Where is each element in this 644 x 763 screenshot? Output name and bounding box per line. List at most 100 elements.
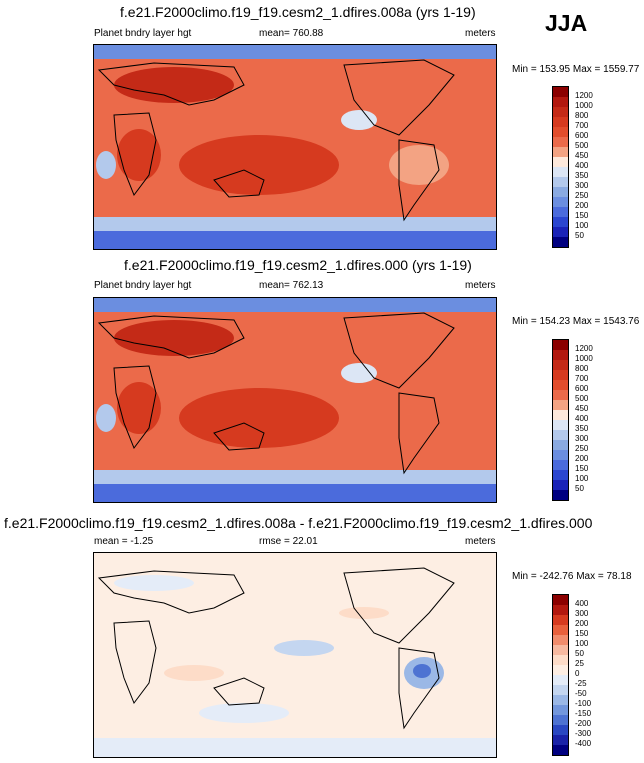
- panel2-minmax-label: Min = 154.23 Max = 1543.76: [512, 316, 640, 327]
- panel3-title: f.e21.F2000climo.f19_f19.cesm2_1.dfires.…: [4, 515, 593, 531]
- colorbar-tick-label: -300: [575, 729, 592, 738]
- panel2-map-svg: [94, 298, 496, 502]
- panel3-australia-coast: [213, 677, 265, 706]
- colorbar-tick-label: 100: [575, 474, 589, 483]
- colorbar-swatch: [553, 735, 568, 745]
- colorbar-tick-label: 350: [575, 171, 589, 180]
- panel1-amazon-low: [389, 145, 449, 185]
- colorbar-swatch: [553, 645, 568, 655]
- colorbar-tick-label: 250: [575, 191, 589, 200]
- colorbar-tick-label: 150: [575, 464, 589, 473]
- colorbar-tick-label: 200: [575, 201, 589, 210]
- panel3-minmax-label: Min = -242.76 Max = 78.18: [512, 571, 632, 582]
- panel1-eurasia-coast: [97, 62, 245, 106]
- panel1-minmax-label: Min = 153.95 Max = 1559.77: [512, 64, 640, 75]
- colorbar-swatch: [553, 340, 568, 350]
- colorbar-swatch: [553, 217, 568, 227]
- colorbar-tick-label: 200: [575, 454, 589, 463]
- panel2-colorbar: 1200 1000 800 700 600 500 450 400 350 300 250 200 15…: [552, 339, 593, 501]
- colorbar-swatch: [553, 625, 568, 635]
- colorbar-tick-label: -50: [575, 689, 587, 698]
- panel2-california-low: [341, 363, 377, 383]
- colorbar-swatch: [553, 127, 568, 137]
- panel1-africa-coast: [113, 112, 157, 197]
- panel3-blue-patch-1: [114, 575, 194, 591]
- panel2-benguela-low: [96, 404, 116, 432]
- colorbar-tick-label: -25: [575, 679, 587, 688]
- panel3-amazon-core: [413, 664, 431, 678]
- colorbar-swatch: [553, 490, 568, 500]
- colorbar-swatch: [553, 430, 568, 440]
- colorbar-swatch: [553, 615, 568, 625]
- panel1-benguela-low: [96, 151, 116, 179]
- panel3-red-patch-2: [164, 665, 224, 681]
- panel1-colorbar: 1200 1000 800 700 600 500 450 400 350 300 250 200 15…: [552, 86, 593, 248]
- panel2-antarctic-band: [94, 484, 496, 502]
- panel1-units-label: meters: [465, 28, 496, 39]
- colorbar-swatch: [553, 117, 568, 127]
- colorbar-swatch: [553, 350, 568, 360]
- colorbar-swatch: [553, 715, 568, 725]
- panel1-africa-high: [117, 129, 161, 181]
- panel3-red-patch-1: [339, 607, 389, 619]
- panel2-pacific-high: [179, 388, 339, 448]
- colorbar-tick-label: 1000: [575, 354, 593, 363]
- colorbar-tick-label: -150: [575, 709, 592, 718]
- panel2-colorbar-swatches: [552, 339, 569, 501]
- panel3-africa-coast: [113, 620, 157, 705]
- colorbar-tick-label: 450: [575, 151, 589, 160]
- panel1-antarctic-band: [94, 231, 496, 249]
- colorbar-swatch: [553, 675, 568, 685]
- panel2-amazon-region: [389, 398, 449, 438]
- colorbar-tick-label: 400: [575, 414, 589, 423]
- colorbar-tick-label: 400: [575, 599, 589, 608]
- colorbar-tick-label: 700: [575, 121, 589, 130]
- colorbar-swatch: [553, 595, 568, 605]
- colorbar-swatch: [553, 725, 568, 735]
- colorbar-tick-label: 500: [575, 141, 589, 150]
- panel3-colorbar-swatches: [552, 594, 569, 756]
- colorbar-swatch: [553, 187, 568, 197]
- panel3-antarctic-band: [94, 738, 496, 757]
- panel2-eurasia-high: [114, 320, 234, 356]
- panel2-eurasia-coast: [97, 315, 245, 359]
- colorbar-tick-label: 500: [575, 394, 589, 403]
- panel2-africa-high: [117, 382, 161, 434]
- panel2-map: [93, 297, 497, 503]
- colorbar-tick-label: 300: [575, 609, 589, 618]
- colorbar-swatch: [553, 705, 568, 715]
- colorbar-tick-label: -100: [575, 699, 592, 708]
- panel1-map: [93, 44, 497, 250]
- colorbar-swatch: [553, 97, 568, 107]
- panel2-arctic-band: [94, 298, 496, 312]
- panel3-blue-patch-2: [274, 640, 334, 656]
- panel3-units-label: meters: [465, 536, 496, 547]
- colorbar-tick-label: 350: [575, 424, 589, 433]
- colorbar-tick-label: 1200: [575, 344, 593, 353]
- panel2-northamerica-coast: [343, 312, 455, 389]
- colorbar-swatch: [553, 207, 568, 217]
- panel1-variable-label: Planet bndry layer hgt: [94, 28, 192, 39]
- colorbar-swatch: [553, 197, 568, 207]
- panel3-map: [93, 552, 497, 758]
- colorbar-tick-label: 150: [575, 629, 589, 638]
- colorbar-swatch: [553, 695, 568, 705]
- colorbar-swatch: [553, 685, 568, 695]
- colorbar-tick-label: 600: [575, 384, 589, 393]
- colorbar-swatch: [553, 167, 568, 177]
- colorbar-tick-label: 100: [575, 639, 589, 648]
- panel1-map-svg: [94, 45, 496, 249]
- panel1-title: f.e21.F2000climo.f19_f19.cesm2_1.dfires.…: [120, 4, 476, 20]
- panel1-southamerica-coast: [398, 139, 440, 222]
- colorbar-swatch: [553, 87, 568, 97]
- colorbar-swatch: [553, 480, 568, 490]
- panel1-mean-label: mean= 760.88: [259, 28, 324, 39]
- colorbar-tick-label: 50: [575, 649, 584, 658]
- colorbar-tick-label: 50: [575, 231, 584, 240]
- colorbar-swatch: [553, 635, 568, 645]
- colorbar-tick-label: -200: [575, 719, 592, 728]
- panel3-colorbar: 400 300 200 150 100 50 25 0 -25 -50 -100 -150 -200 -3…: [552, 594, 591, 756]
- panel1-arctic-band: [94, 45, 496, 59]
- colorbar-swatch: [553, 157, 568, 167]
- colorbar-swatch: [553, 400, 568, 410]
